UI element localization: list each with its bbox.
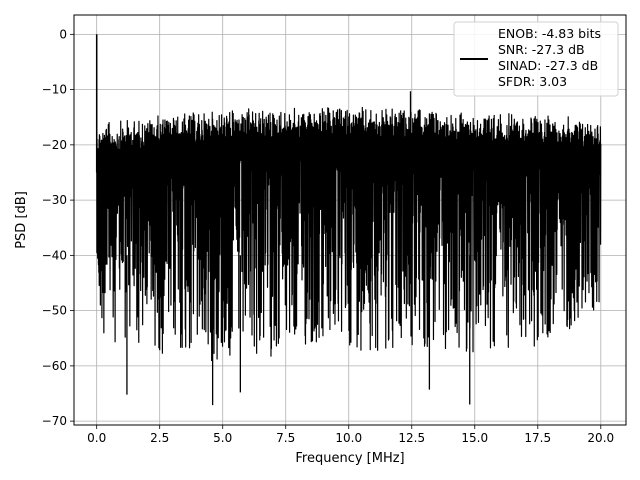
y-tick-label: −50 xyxy=(42,304,67,318)
x-tick-label: 5.0 xyxy=(213,431,232,445)
legend-entry-text: SFDR: 3.03 xyxy=(498,74,567,89)
plot-area xyxy=(95,34,602,406)
x-tick-label: 10.0 xyxy=(335,431,362,445)
y-tick-label: −20 xyxy=(42,138,67,152)
axes-frame xyxy=(73,14,627,426)
y-tick-label: −40 xyxy=(42,248,67,262)
x-axis-label: Frequency [MHz] xyxy=(295,451,404,466)
psd-series-line xyxy=(96,34,602,362)
x-tick-label: 20.0 xyxy=(587,431,614,445)
y-axis: 0 −10 −20 −30 −40 −50 −60 −70 xyxy=(42,27,74,428)
legend-entry-text: SNR: -27.3 dB xyxy=(498,42,585,57)
x-tick-label: 2.5 xyxy=(150,431,169,445)
x-tick-label: 12.5 xyxy=(398,431,425,445)
y-tick-label: −10 xyxy=(42,83,67,97)
y-tick-label: 0 xyxy=(59,27,67,41)
x-tick-label: 0.0 xyxy=(87,431,106,445)
legend-entry-text: SINAD: -27.3 dB xyxy=(498,58,598,73)
x-tick-label: 17.5 xyxy=(524,431,551,445)
legend-entry-text: ENOB: -4.83 bits xyxy=(498,26,601,41)
y-tick-label: −30 xyxy=(42,193,67,207)
x-axis: 0.0 2.5 5.0 7.5 10.0 12.5 15.0 17.5 20.0 xyxy=(87,425,614,445)
y-tick-label: −60 xyxy=(42,359,67,373)
x-tick-label: 7.5 xyxy=(276,431,295,445)
y-tick-label: −70 xyxy=(42,414,67,428)
legend-box xyxy=(453,21,619,97)
y-axis-label: PSD [dB] xyxy=(14,191,29,249)
x-tick-label: 15.0 xyxy=(461,431,488,445)
